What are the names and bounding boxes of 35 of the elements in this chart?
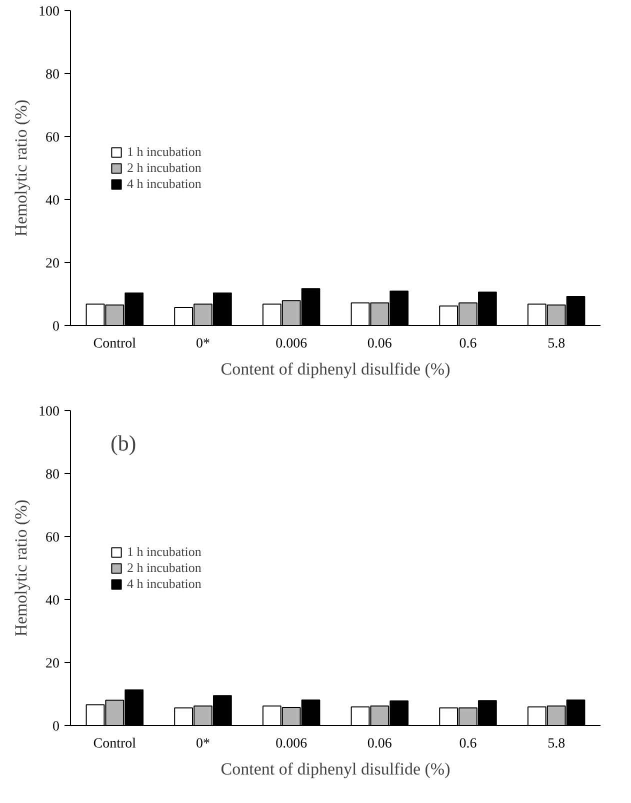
y-tick-label: 80 bbox=[46, 68, 60, 82]
legend-label: 1 h incubation bbox=[127, 144, 202, 160]
y-tick-label: 0 bbox=[52, 320, 60, 334]
x-tick-label: 0.006 bbox=[276, 736, 308, 752]
annotation: (b) bbox=[110, 430, 136, 456]
y-tick-label: 0 bbox=[52, 720, 60, 734]
x-tick-label: 0.6 bbox=[459, 736, 477, 752]
x-tick-label: 0* bbox=[196, 336, 210, 352]
x-tick-label: 0.06 bbox=[367, 736, 392, 752]
y-axis-title: Hemolytic ratio (%) bbox=[12, 100, 30, 236]
x-axis-title: Content of diphenyl disulfide (%) bbox=[220, 360, 450, 378]
y-tick-label: 40 bbox=[46, 594, 60, 608]
legend-label: 2 h incubation bbox=[127, 160, 202, 176]
x-tick-label: Control bbox=[93, 736, 136, 752]
legend-label: 4 h incubation bbox=[127, 176, 202, 192]
y-tick-label: 60 bbox=[46, 130, 60, 146]
y-axis-title: Hemolytic ratio (%) bbox=[12, 500, 30, 636]
x-tick-label: 0.06 bbox=[367, 336, 392, 352]
y-tick-label: 20 bbox=[46, 656, 60, 672]
x-tick-label: 0* bbox=[196, 736, 210, 752]
x-tick-label: 5.8 bbox=[548, 336, 566, 352]
y-tick-label: 20 bbox=[46, 256, 60, 272]
y-tick-label: 60 bbox=[46, 530, 60, 546]
y-tick-label: 40 bbox=[46, 194, 60, 208]
y-tick-label: 80 bbox=[46, 468, 60, 482]
x-tick-label: Control bbox=[93, 336, 136, 352]
legend-label: 4 h incubation bbox=[127, 576, 202, 592]
x-tick-label: 0.006 bbox=[276, 336, 308, 352]
y-tick-label: 100 bbox=[38, 4, 60, 20]
legend-label: 1 h incubation bbox=[127, 544, 202, 560]
x-axis-title: Content of diphenyl disulfide (%) bbox=[220, 760, 450, 778]
y-tick-label: 100 bbox=[38, 404, 60, 420]
legend-label: 2 h incubation bbox=[127, 560, 202, 576]
x-tick-label: 5.8 bbox=[548, 736, 566, 752]
x-tick-label: 0.6 bbox=[459, 336, 477, 352]
